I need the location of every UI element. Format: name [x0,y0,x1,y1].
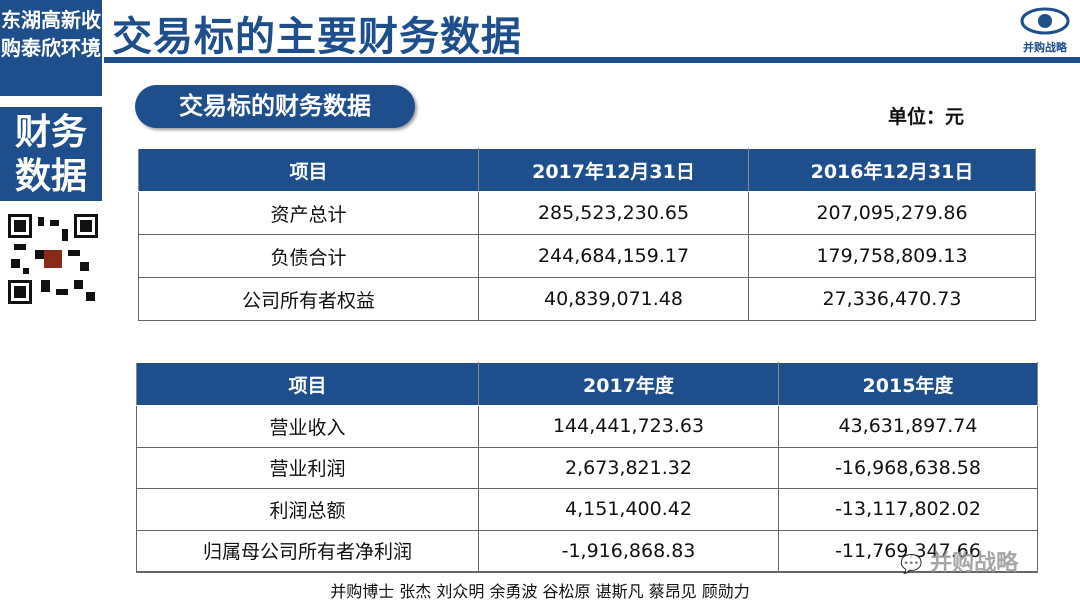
cell: -11,769,347.66 [778,529,1038,573]
table-row: 负债合计 244,684,159.17 179,758,809.13 [138,234,1036,278]
col-header: 2017年12月31日 [478,148,749,192]
cell: 公司所有者权益 [138,277,479,321]
cell: 244,684,159.17 [478,234,749,278]
col-header: 2017年度 [478,362,779,406]
cell: 4,151,400.42 [478,488,779,531]
cell: 归属母公司所有者净利润 [136,529,479,573]
table-row: 资产总计 285,523,230.65 207,095,279.86 [138,191,1036,235]
cell: 40,839,071.48 [478,277,749,321]
table-header: 项目 2017年12月31日 2016年12月31日 [138,148,1036,192]
section-label: 财务数据 [0,107,102,201]
authors-footer: 并购博士 张杰 刘众明 余勇波 谷松原 谌斯凡 蔡昂见 顾勋力 [330,582,750,601]
cell: 营业利润 [136,446,479,490]
wechat-icon: 💬 [900,554,923,575]
cell: 179,758,809.13 [748,234,1036,278]
cell: 285,523,230.65 [478,191,749,235]
topic-label: 东湖高新收购泰欣环境 [0,0,102,96]
col-header: 2016年12月31日 [748,148,1036,192]
balance-table: 项目 2017年12月31日 2016年12月31日 资产总计 285,523,2… [138,148,1036,321]
unit-label: 单位：元 [888,106,965,128]
watermark: 💬 并购战略 [900,545,1018,577]
cell: 144,441,723.63 [478,405,779,448]
table-row: 利润总额 4,151,400.42 -13,117,802.02 [136,488,1038,531]
cell: 207,095,279.86 [748,191,1036,235]
table-row: 营业收入 144,441,723.63 43,631,897.74 [136,405,1038,448]
cell: -1,916,868.83 [478,529,779,573]
cell: 资产总计 [138,191,479,235]
watermark-text: 并购战略 [930,551,1019,576]
col-header: 项目 [136,362,479,406]
cell: 营业收入 [136,405,479,448]
title-underline [104,57,1080,63]
page-title: 交易标的主要财务数据 [112,14,522,60]
cell: 27,336,470.73 [748,277,1036,321]
table-row: 营业利润 2,673,821.32 -16,968,638.58 [136,446,1038,490]
cell: 2,673,821.32 [478,446,779,490]
table-row: 公司所有者权益 40,839,071.48 27,336,470.73 [138,277,1036,321]
col-header: 2015年度 [778,362,1038,406]
cell: 43,631,897.74 [778,405,1038,448]
col-header: 项目 [138,148,479,192]
table-header: 项目 2017年度 2015年度 [136,362,1038,406]
cell: 利润总额 [136,488,479,531]
table-row: 归属母公司所有者净利润 -1,916,868.83 -11,769,347.66 [136,529,1038,573]
eye-icon [1020,7,1070,35]
section-title: 交易标的财务数据 [135,85,415,128]
cell: 负债合计 [138,234,479,278]
cell: -16,968,638.58 [778,446,1038,490]
brand-logo: 并购战略 [1012,6,1078,56]
cell: -13,117,802.02 [778,488,1038,531]
income-table: 项目 2017年度 2015年度 营业收入 144,441,723.63 43,63… [136,362,1038,573]
logo-text: 并购战略 [1023,41,1067,54]
qr-code [8,214,98,304]
